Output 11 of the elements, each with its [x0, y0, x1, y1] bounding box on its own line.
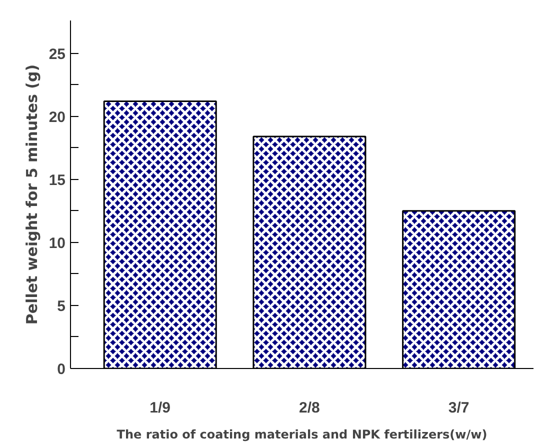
x-tick-label: 2/8 — [299, 400, 320, 416]
x-tick-label: 1/9 — [150, 400, 171, 416]
y-axis-title: Pellet weight for 5 minutes (g) — [22, 64, 41, 325]
y-tick-label: 5 — [57, 298, 66, 315]
x-axis-title: The ratio of coating materials and NPK fertilizers(w/w) — [116, 428, 488, 442]
y-tick-label: 20 — [48, 108, 66, 126]
x-tick-label: 3/7 — [448, 400, 470, 416]
y-tick-label: 15 — [48, 172, 66, 189]
y-tick-label: 25 — [48, 46, 66, 63]
y-tick-label: 0 — [57, 361, 66, 378]
y-tick-label: 10 — [48, 234, 66, 252]
